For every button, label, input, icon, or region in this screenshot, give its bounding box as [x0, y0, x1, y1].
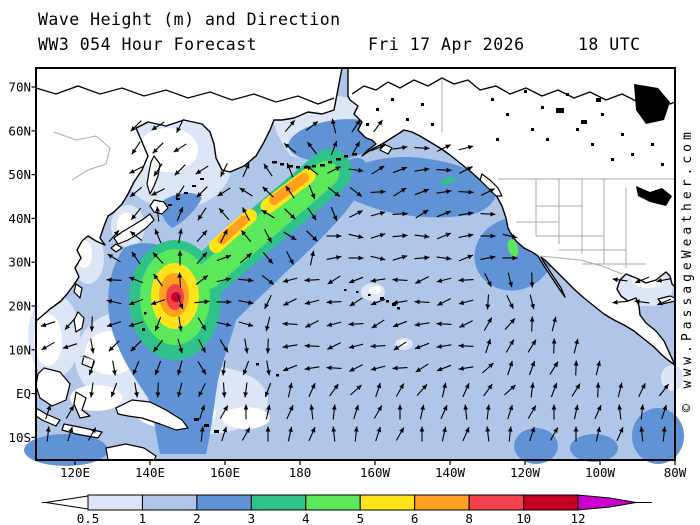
- colorbar-segment-0: [87, 494, 143, 511]
- colorbar-tick-1: 1: [139, 511, 147, 525]
- kuril-islands: [168, 178, 204, 206]
- land-eurasia: [35, 67, 343, 322]
- lat-label-70N: 70N: [8, 80, 31, 95]
- california-3m-core: [507, 239, 519, 257]
- colorbar-segment-3: [250, 494, 307, 511]
- lat-label-20N: 20N: [8, 299, 31, 314]
- arctic-coastline: [35, 85, 335, 105]
- lat-label-EQ: EQ: [16, 386, 31, 401]
- colorbar-segment-5: [359, 494, 416, 511]
- hawaiian-islands: [344, 289, 400, 310]
- colorbar-segment-6: [414, 494, 470, 511]
- lon-label-80W: 80W: [664, 465, 687, 480]
- storm-wave-band: [129, 149, 519, 360]
- colorbar-segment-2: [196, 494, 252, 511]
- colorbar-tick-5: 5: [356, 511, 364, 525]
- pacific-atolls: [142, 312, 279, 433]
- lon-label-120E: 120E: [60, 465, 90, 480]
- lon-label-160W: 160W: [360, 465, 391, 480]
- colorbar-tick-6: 6: [411, 511, 419, 525]
- wave-layer-moderate: [24, 119, 684, 466]
- lat-label-60N: 60N: [8, 123, 31, 138]
- lon-label-140W: 140W: [435, 465, 466, 480]
- colorbar-segment-4: [305, 494, 361, 511]
- lakes: [366, 84, 672, 206]
- lat-label-40N: 40N: [8, 211, 31, 226]
- colorbar-tick-10: 10: [516, 511, 531, 525]
- colorbar-segment-8: [523, 494, 579, 511]
- colorbar-tick-0.5: 0.5: [77, 511, 100, 525]
- colorbar-segment-1: [141, 494, 198, 511]
- colorbar-tick-12: 12: [571, 511, 586, 525]
- lat-label-50N: 50N: [8, 167, 31, 182]
- political-borders: [53, 80, 675, 361]
- wave-height-colorbar: 0.5 1 2 3 4 5 6 8 10 12: [42, 494, 653, 525]
- colorbar-segment-7: [468, 494, 525, 511]
- colorbar-tick-2: 2: [193, 511, 201, 525]
- header: Wave Height (m) and Direction WW3 054 Ho…: [38, 10, 641, 54]
- colorbar-overflow-arrow: [577, 494, 637, 511]
- gulf-alaska-3m-core: [440, 176, 456, 186]
- map-frame: [35, 67, 676, 461]
- lat-label-10N: 10N: [8, 342, 31, 357]
- axis-labels: 70N 60N 50N 40N 30N 20N 10N EQ 10S 120E 140E 160E 18…: [8, 80, 686, 481]
- colorbar-tick-8: 8: [465, 511, 473, 525]
- watermark-passageweather: © www.PassageWeather.com: [680, 128, 695, 412]
- lat-label-30N: 30N: [8, 255, 31, 270]
- lon-label-100W: 100W: [585, 465, 616, 480]
- colorbar-tick-4: 4: [302, 511, 310, 525]
- lat-label-10S: 10S: [8, 430, 31, 445]
- lon-label-140E: 140E: [135, 465, 165, 480]
- colorbar-under-arrow: [45, 495, 89, 510]
- valid-time: 18 UTC: [578, 35, 641, 54]
- lon-label-180: 180: [289, 465, 312, 480]
- colorbar-tick-3: 3: [248, 511, 256, 525]
- land-north-america: [347, 67, 676, 366]
- lon-label-160E: 160E: [210, 465, 240, 480]
- lon-label-120W: 120W: [510, 465, 541, 480]
- forecast-subtitle: WW3 054 Hour Forecast: [38, 35, 257, 54]
- map-canvas: [24, 67, 684, 466]
- wave-direction-arrows: [40, 118, 672, 442]
- valid-date: Fri 17 Apr 2026: [368, 35, 525, 54]
- chart-title: Wave Height (m) and Direction: [38, 10, 341, 29]
